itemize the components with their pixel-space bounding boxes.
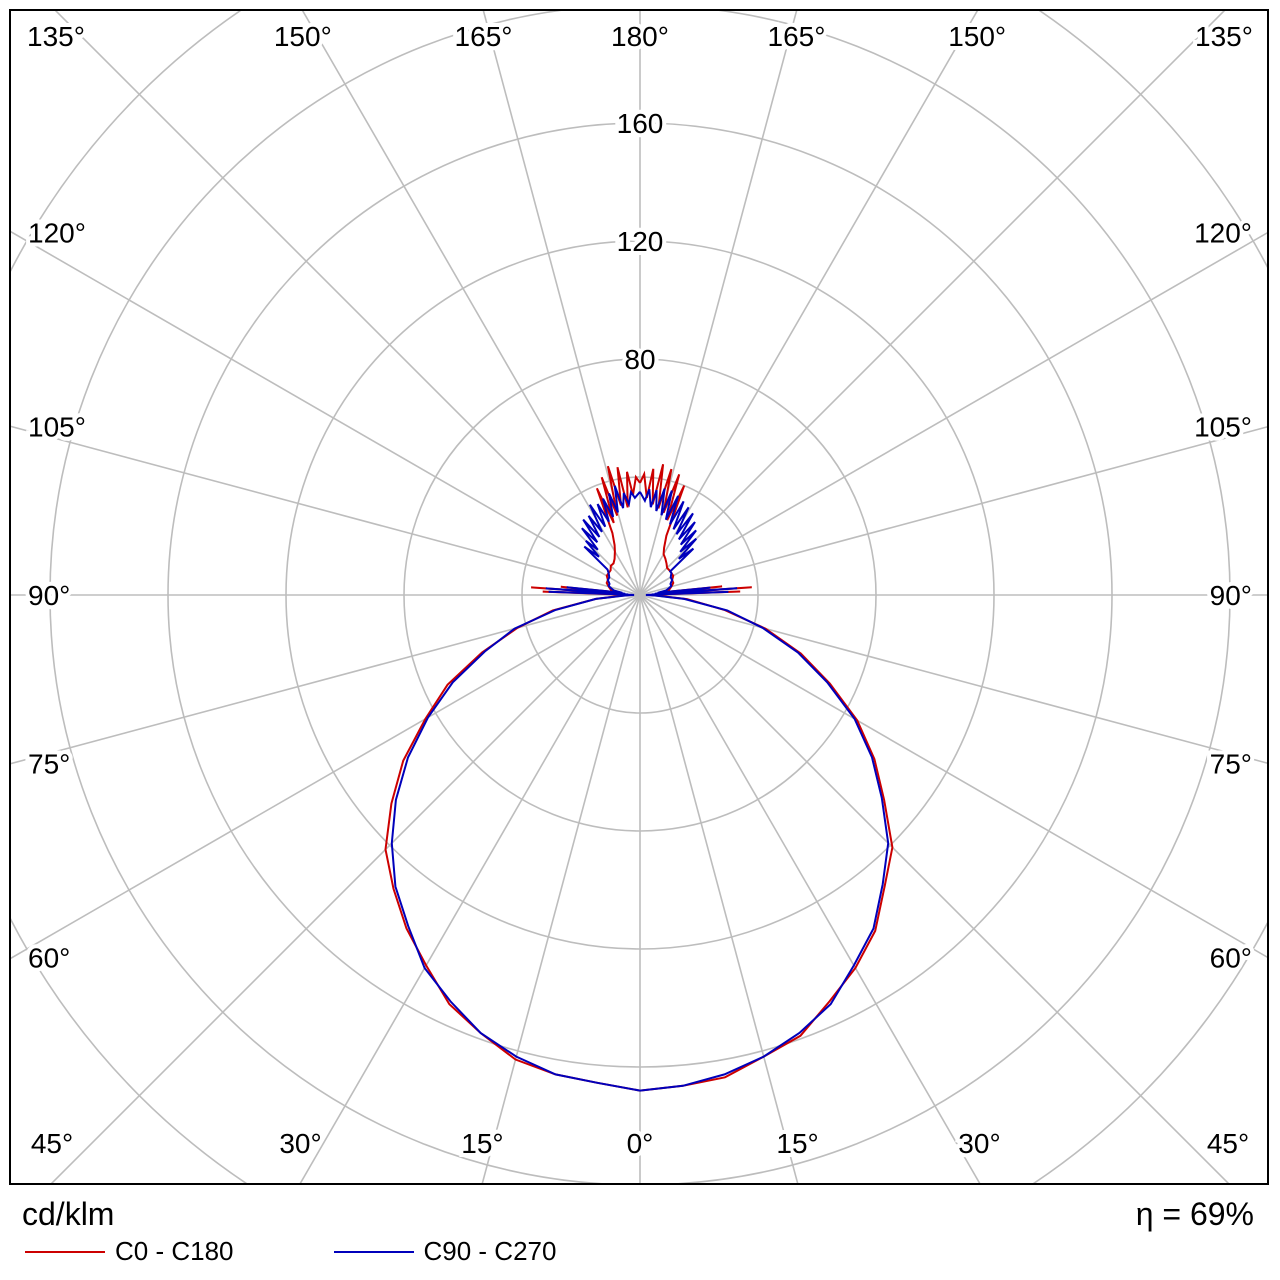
- radial-axis-label-120: 120: [617, 226, 664, 257]
- grid-spoke-60: [639, 594, 1267, 958]
- legend-line-c90-c270-icon: [333, 1250, 414, 1253]
- legend-item-c0-c180: C0 - C180: [25, 1236, 234, 1267]
- angle-label-15-left: 15°: [461, 1128, 503, 1159]
- angle-label-180: 180°: [611, 21, 669, 52]
- grid-spoke-330: [299, 594, 641, 1183]
- angle-label-45-right: 45°: [1207, 1128, 1249, 1159]
- angle-label-15-right: 15°: [776, 1128, 818, 1159]
- efficiency-label: η = 69%: [1135, 1196, 1254, 1232]
- angle-label-105-left: 105°: [28, 412, 86, 443]
- radial-axis-label-80: 80: [624, 344, 655, 375]
- angle-label-165-right: 165°: [768, 21, 826, 52]
- angle-label-0: 0°: [627, 1128, 654, 1159]
- legend-label-c90-c270: C90 - C270: [423, 1236, 557, 1266]
- polar-chart: 80 120 160 180° 165° 165° 150° 150° 135° 135° 120°…: [11, 11, 1267, 1183]
- angle-label-75-left: 75°: [28, 748, 70, 779]
- grid-spoke-105: [639, 426, 1267, 596]
- legend-line-c0-c180-icon: [25, 1250, 105, 1253]
- grid-spoke-15: [639, 594, 799, 1183]
- radial-units-label: cd/klm: [22, 1196, 115, 1232]
- angle-label-120-right: 120°: [1194, 217, 1252, 248]
- angle-label-150-left: 150°: [274, 21, 332, 52]
- angle-label-165-left: 165°: [455, 21, 513, 52]
- angle-label-150-right: 150°: [948, 21, 1006, 52]
- grid-spoke-285: [11, 594, 641, 765]
- angle-label-90-right: 90°: [1210, 580, 1252, 611]
- angle-label-135-left: 135°: [27, 21, 85, 52]
- angle-label-105-right: 105°: [1194, 412, 1252, 443]
- angle-label-60-right: 60°: [1210, 943, 1252, 974]
- polar-chart-frame: 80 120 160 180° 165° 165° 150° 150° 135° 135° 120°…: [9, 9, 1269, 1185]
- angle-label-90-left: 90°: [28, 580, 70, 611]
- series-path-c0-c180: [384, 464, 894, 1092]
- angle-label-120-left: 120°: [28, 217, 86, 248]
- grid-spoke-135: [639, 11, 1226, 596]
- angle-label-60-left: 60°: [28, 943, 70, 974]
- radial-axis-label-160: 160: [617, 108, 664, 139]
- legend-label-c0-c180: C0 - C180: [115, 1236, 234, 1266]
- grid-spoke-45: [639, 594, 1230, 1183]
- grid-spoke-210: [301, 11, 641, 596]
- angle-label-135-right: 135°: [1195, 21, 1253, 52]
- angle-label-75-right: 75°: [1210, 748, 1252, 779]
- grid-spoke-120: [639, 232, 1267, 596]
- angle-label-30-right: 30°: [958, 1128, 1000, 1159]
- legend-item-c90-c270: C90 - C270: [333, 1236, 557, 1267]
- grid-spoke-225: [54, 11, 641, 596]
- grid-spoke-150: [639, 11, 979, 596]
- grid-spoke-165: [639, 11, 798, 596]
- grid-spoke-300: [11, 594, 641, 960]
- angle-label-30-left: 30°: [279, 1128, 321, 1159]
- series-path-c90-c270: [390, 485, 890, 1092]
- grid-spoke-315: [50, 594, 641, 1183]
- grid-spoke-195: [482, 11, 641, 596]
- legend: C0 - C180 C90 - C270: [25, 1236, 556, 1267]
- grid-spoke-345: [481, 594, 641, 1183]
- grid-spoke-75: [639, 594, 1267, 764]
- grid-spoke-30: [639, 594, 981, 1183]
- grid-spoke-240: [11, 230, 641, 596]
- angle-label-45-left: 45°: [31, 1128, 73, 1159]
- grid-spoke-255: [11, 425, 641, 596]
